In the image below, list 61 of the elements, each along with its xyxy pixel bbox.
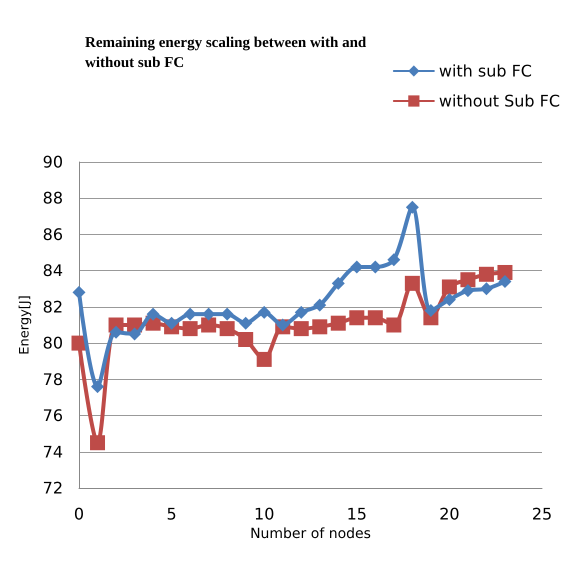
point bbox=[386, 318, 402, 332]
point bbox=[312, 319, 328, 334]
point bbox=[165, 316, 178, 330]
y-axis-title: Energy[J] bbox=[18, 295, 33, 355]
y-tick-label: 72 bbox=[42, 478, 63, 498]
point bbox=[90, 435, 106, 450]
chart-title: Remaining energy scaling between with and without sub FC bbox=[85, 35, 367, 71]
point bbox=[239, 316, 252, 330]
point bbox=[424, 304, 438, 318]
point bbox=[387, 253, 400, 266]
point bbox=[184, 308, 197, 321]
point bbox=[313, 298, 326, 312]
point bbox=[330, 316, 346, 331]
point bbox=[294, 306, 308, 319]
point bbox=[478, 266, 494, 282]
y-tick-label: 82 bbox=[42, 297, 63, 316]
point bbox=[350, 260, 364, 274]
x-tick-label: 15 bbox=[346, 504, 367, 524]
point bbox=[201, 318, 216, 332]
y-tick-label: 74 bbox=[42, 442, 63, 462]
point bbox=[442, 293, 456, 306]
point bbox=[276, 318, 290, 332]
point bbox=[442, 279, 457, 294]
point bbox=[404, 276, 420, 291]
y-tick-label: 90 bbox=[42, 152, 63, 172]
point bbox=[460, 272, 476, 288]
point bbox=[110, 326, 123, 339]
point bbox=[294, 321, 309, 336]
legend-label: without Sub FC bbox=[438, 92, 560, 110]
point bbox=[368, 260, 382, 274]
point bbox=[220, 321, 235, 336]
point bbox=[238, 332, 254, 347]
y-tick-label: 80 bbox=[42, 334, 63, 353]
point bbox=[332, 276, 345, 290]
x-tick-label: 20 bbox=[439, 504, 460, 524]
point bbox=[256, 352, 272, 367]
point bbox=[146, 308, 160, 321]
point bbox=[91, 380, 104, 394]
x-axis-title: Number of nodes bbox=[250, 526, 371, 542]
point bbox=[258, 306, 271, 319]
y-tick-label: 88 bbox=[42, 188, 63, 208]
y-tick-label: 86 bbox=[42, 224, 63, 244]
point bbox=[72, 286, 86, 299]
x-tick-label: 5 bbox=[166, 504, 177, 524]
point bbox=[498, 275, 512, 288]
point bbox=[349, 310, 364, 326]
y-tick-label: 76 bbox=[42, 406, 63, 426]
point bbox=[202, 308, 216, 321]
point bbox=[182, 321, 198, 336]
point bbox=[368, 310, 383, 326]
point bbox=[480, 282, 493, 296]
y-tick-label: 84 bbox=[42, 261, 63, 280]
point bbox=[461, 284, 474, 298]
point bbox=[406, 200, 419, 214]
x-tick-label: 10 bbox=[254, 504, 274, 524]
x-tick-label: 25 bbox=[532, 504, 552, 524]
point bbox=[128, 328, 142, 341]
y-tick-label: 78 bbox=[42, 370, 63, 389]
point bbox=[220, 308, 234, 321]
legend-label: with sub FC bbox=[438, 62, 532, 80]
x-tick-label: 0 bbox=[74, 504, 84, 524]
